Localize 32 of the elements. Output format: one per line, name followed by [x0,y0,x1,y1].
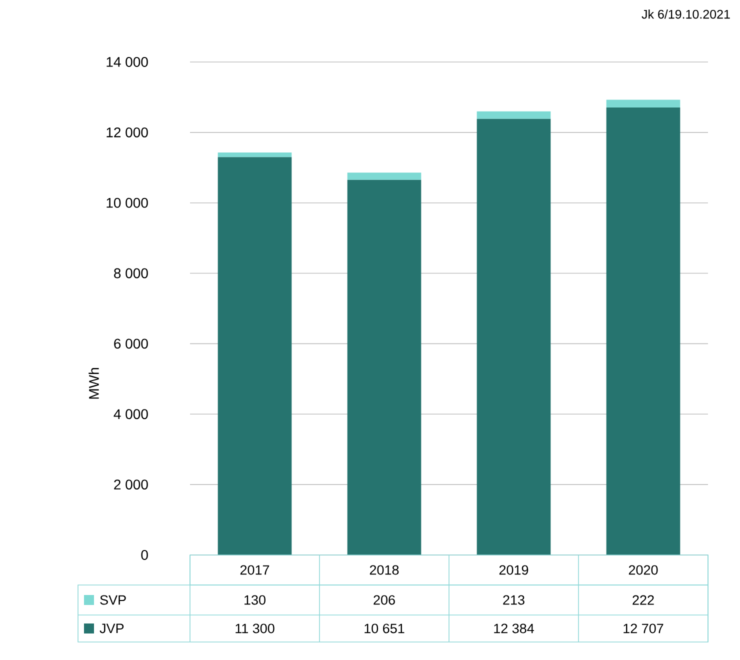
data-label: 12 384 [494,624,534,634]
y-axis-title: MWh [88,368,99,399]
bar [606,100,680,108]
y-tick-label: 8 000 [114,268,148,278]
data-label: 130 [244,595,266,605]
y-tick-label: 14 000 [106,57,148,67]
bar [347,172,422,180]
y-tick-label: 4 000 [114,409,148,420]
data-label: 213 [503,595,524,605]
y-tick-label: 10 000 [106,198,148,208]
bar [476,118,551,555]
y-tick-label: 6 000 [114,338,148,349]
data-label: 222 [632,595,654,605]
y-tick-label: 2 000 [114,480,148,490]
bar [606,108,680,555]
x-tick-label: 2020 [628,565,658,575]
data-label: 206 [374,595,395,605]
x-tick-label: 2017 [240,565,270,575]
data-label: 10 651 [364,624,404,634]
bar [218,152,292,158]
bar [476,111,551,119]
y-tick-label: 0 [141,550,148,560]
y-tick-label: 12 000 [106,127,148,138]
data-label: 11 300 [236,624,274,634]
bar [347,180,422,555]
data-label: 12 707 [624,624,664,634]
x-tick-label: 2019 [499,565,528,575]
text: Jk 6/19.10.2021 [642,10,730,19]
legend-label: SVP [100,595,126,605]
x-tick-label: 2018 [370,565,399,575]
bar [218,157,292,555]
legend-label: JVP [100,624,124,634]
